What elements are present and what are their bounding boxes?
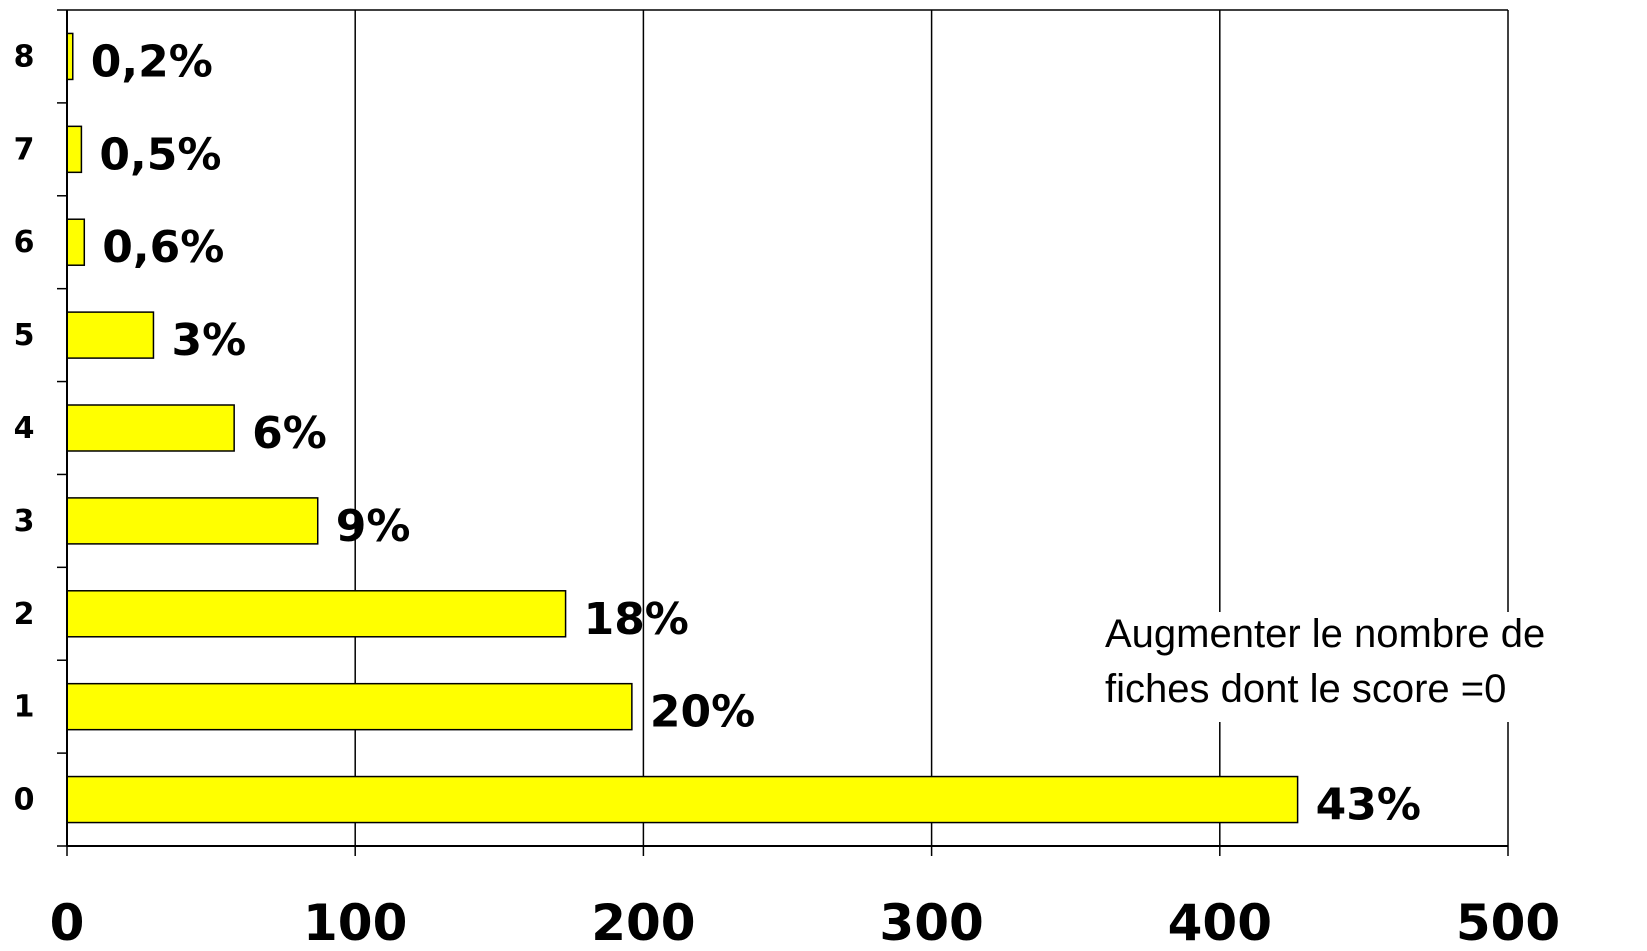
data-label-0: 43%	[1316, 780, 1421, 831]
y-tick-label-6: 6	[14, 225, 35, 260]
bar-6	[66, 218, 86, 266]
data-label-2: 18%	[584, 594, 689, 645]
x-tick-label-400: 400	[1168, 894, 1272, 951]
bar-0	[66, 775, 1299, 824]
bar-7	[66, 125, 83, 174]
data-label-6: 0,6%	[102, 222, 224, 273]
bar-5	[66, 311, 155, 359]
bar-1	[66, 682, 633, 731]
data-label-7: 0,5%	[99, 129, 221, 180]
data-label-1: 20%	[650, 687, 755, 738]
data-label-4: 6%	[252, 408, 327, 459]
axes	[57, 9, 1509, 856]
x-tick-label-500: 500	[1456, 894, 1560, 951]
y-tick-label-1: 1	[14, 690, 35, 725]
x-tick-label-0: 0	[50, 894, 85, 951]
bars	[66, 32, 1299, 824]
annotation: Augmenter le nombre de fiches dont le sc…	[1100, 612, 1640, 722]
data-labels: 0 1 2 3 4 5 6 7 8 0 100 200 300 400 500 43% 20% 18% 9%6%3%…	[14, 36, 1561, 951]
y-tick-label-5: 5	[14, 318, 35, 353]
y-tick-label-4: 4	[14, 411, 35, 446]
data-label-5: 3%	[171, 315, 246, 366]
y-tick-label-2: 2	[14, 597, 35, 632]
annotation-line-2: fiches dont le score =0	[1105, 667, 1506, 711]
bar-4	[66, 404, 235, 452]
data-label-3: 9%	[336, 501, 411, 552]
x-tick-label-100: 100	[303, 894, 407, 951]
y-tick-label-0: 0	[14, 783, 35, 818]
bar-3	[66, 497, 319, 545]
bar-2	[66, 590, 567, 638]
annotation-background	[1100, 612, 1640, 722]
x-tick-label-300: 300	[879, 894, 983, 951]
annotation-line-1: Augmenter le nombre de	[1105, 612, 1545, 656]
y-tick-label-7: 7	[14, 132, 35, 167]
gridlines	[67, 9, 1509, 846]
y-tick-label-3: 3	[14, 504, 35, 539]
x-tick-label-200: 200	[591, 894, 695, 951]
data-label-8: 0,2%	[91, 36, 213, 87]
y-tick-label-8: 8	[14, 39, 35, 74]
